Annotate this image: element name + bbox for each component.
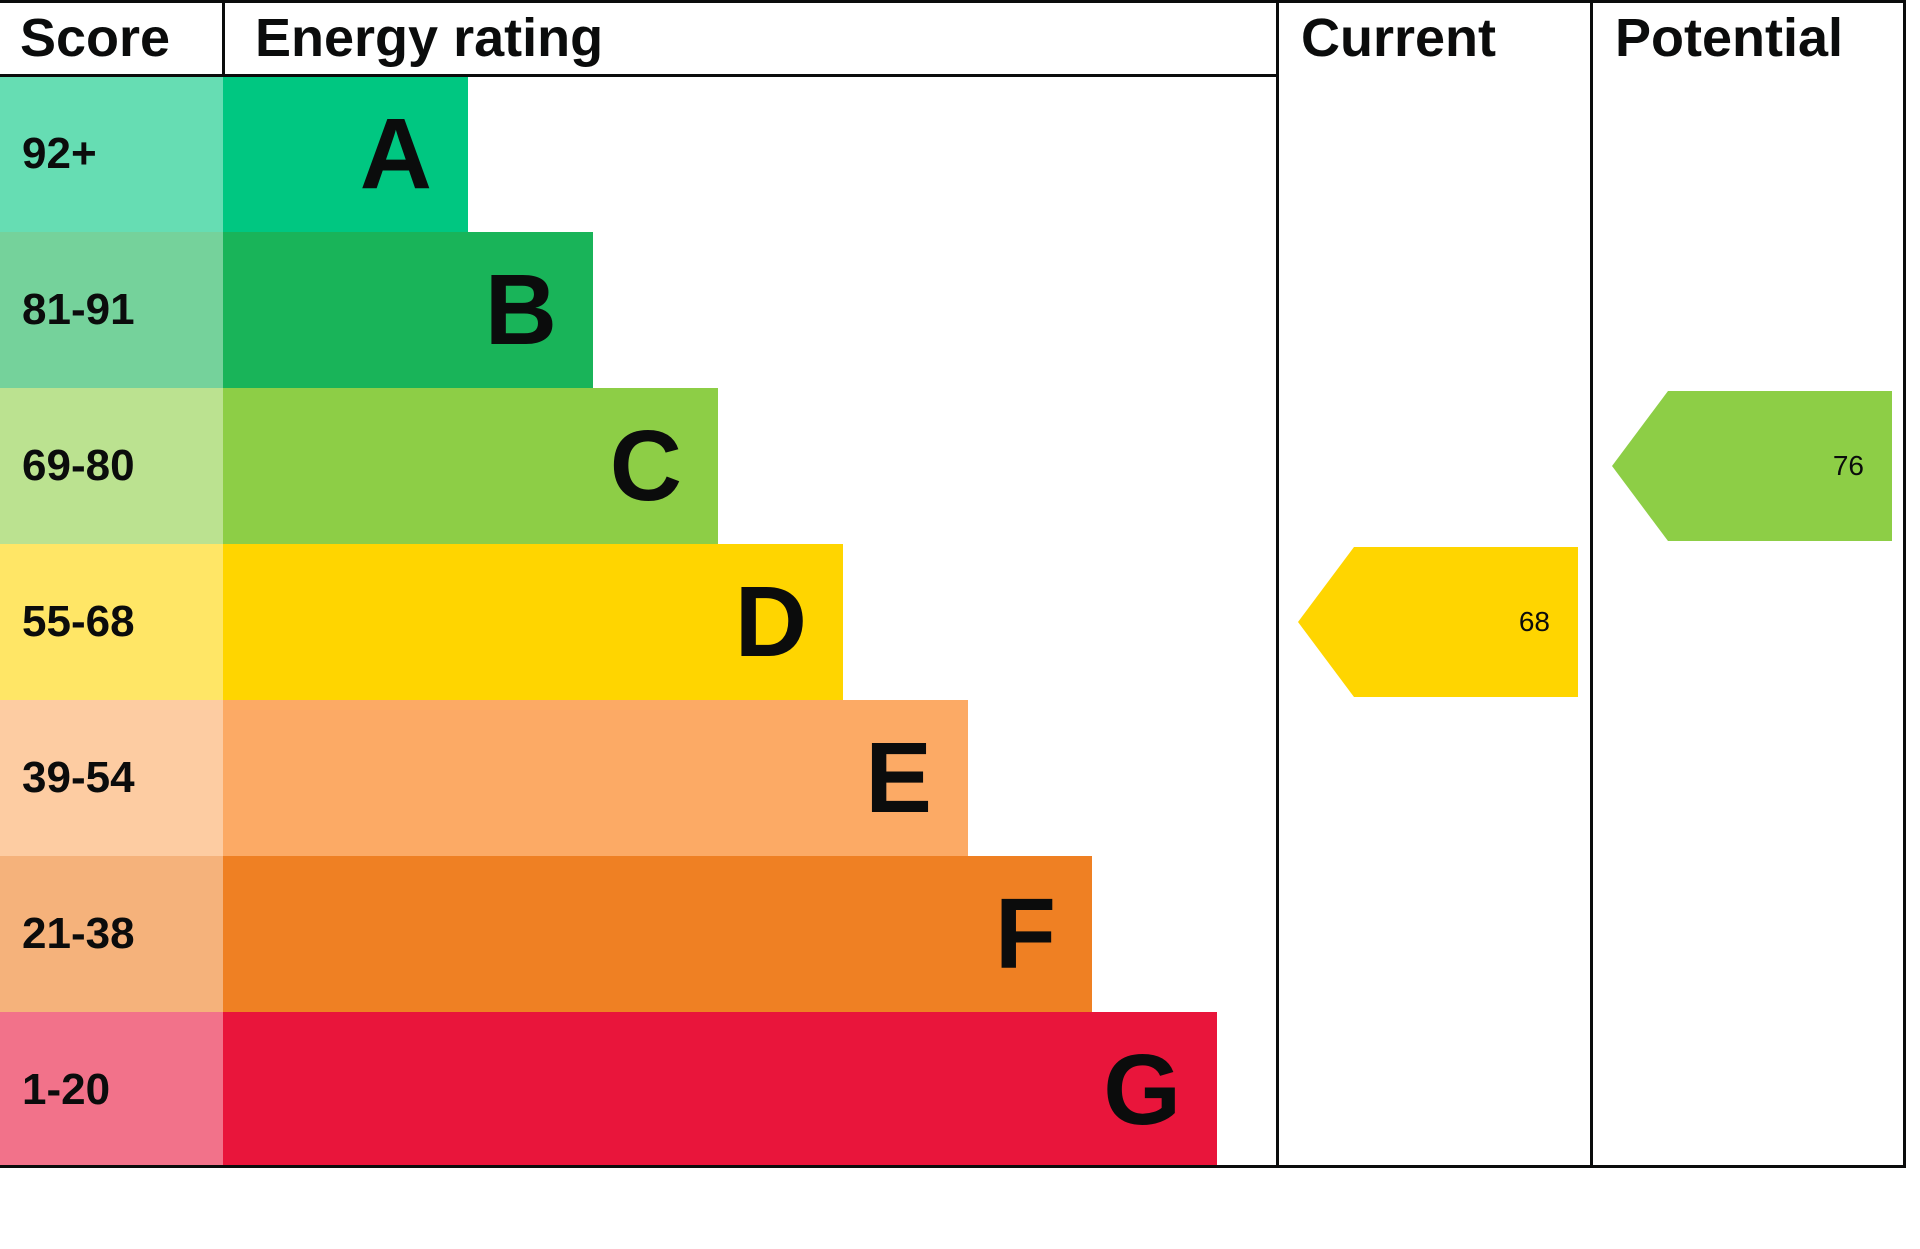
band-row-b: 81-91 B — [0, 232, 1277, 388]
bottom-border-line — [0, 1165, 1906, 1168]
band-letter-c: C — [609, 410, 682, 522]
current-rating-value: 68 — [1518, 606, 1550, 637]
band-letter-g: G — [1103, 1034, 1181, 1146]
score-range-e: 39-54 — [0, 700, 223, 856]
band-bar-b: B — [223, 232, 593, 388]
band-bar-f: F — [223, 856, 1092, 1012]
score-range-b: 81-91 — [0, 232, 223, 388]
band-letter-b: B — [484, 254, 557, 366]
score-range-f: 21-38 — [0, 856, 223, 1012]
band-row-e: 39-54 E — [0, 700, 1277, 856]
band-letter-a: A — [359, 98, 432, 210]
band-row-f: 21-38 F — [0, 856, 1277, 1012]
score-range-c: 69-80 — [0, 388, 223, 544]
right-border-line — [1903, 0, 1906, 1168]
band-row-d: 55-68 D — [0, 544, 1277, 700]
score-range-d: 55-68 — [0, 544, 223, 700]
header-underline — [0, 74, 1277, 77]
band-bar-d: D — [223, 544, 843, 700]
band-bar-g: G — [223, 1012, 1217, 1168]
potential-rating-arrow: 76 — [1612, 391, 1892, 541]
band-row-c: 69-80 C — [0, 388, 1277, 544]
score-header: Score — [20, 8, 171, 68]
band-bar-e: E — [223, 700, 968, 856]
band-letter-d: D — [734, 566, 807, 678]
energy-rating-header: Energy rating — [255, 8, 604, 68]
band-rows: 92+ A 81-91 B 69-80 C 55-68 D 39-54 — [0, 76, 1277, 1168]
band-row-a: 92+ A — [0, 76, 1277, 232]
score-header-divider — [222, 0, 225, 77]
band-row-g: 1-20 G — [0, 1012, 1277, 1168]
potential-rating-value: 76 — [1832, 450, 1864, 481]
top-border-line — [0, 0, 1906, 3]
potential-header: Potential — [1615, 8, 1844, 68]
band-bar-c: C — [223, 388, 718, 544]
score-range-g: 1-20 — [0, 1012, 223, 1168]
score-range-a: 92+ — [0, 76, 223, 232]
rating-current-divider — [1276, 0, 1279, 1168]
current-potential-divider — [1590, 0, 1593, 1168]
current-rating-arrow: 68 — [1298, 547, 1578, 697]
current-header: Current — [1301, 8, 1497, 68]
band-letter-e: E — [865, 722, 932, 834]
band-letter-f: F — [994, 878, 1056, 990]
band-bar-a: A — [223, 76, 468, 232]
